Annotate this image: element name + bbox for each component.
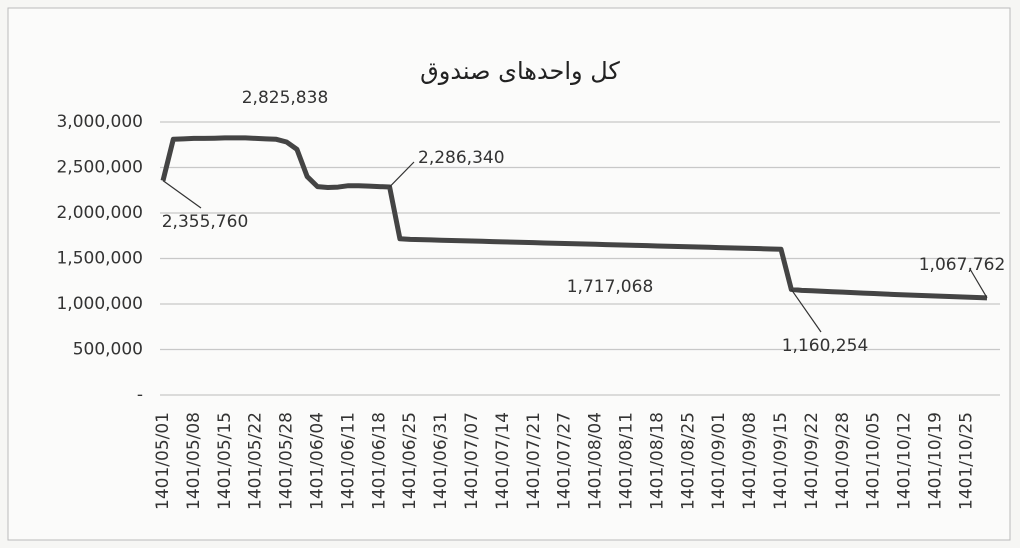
leader-line	[162, 180, 202, 209]
x-tick-label: 1401/10/19	[926, 412, 946, 510]
x-tick-label: 1401/06/31	[431, 412, 451, 510]
x-tick-label: 1401/06/04	[308, 412, 328, 510]
y-tick-label: 500,000	[73, 340, 143, 360]
x-tick-label: 1401/05/08	[184, 412, 204, 510]
x-tick-label: 1401/07/27	[555, 412, 575, 510]
y-tick-label: 1,500,000	[56, 249, 143, 269]
chart-title: کل واحدهای صندوق	[420, 57, 620, 85]
data-label: 1,717,068	[567, 277, 654, 297]
y-tick-label: 2,000,000	[56, 203, 143, 223]
leader-line	[389, 161, 415, 188]
x-tick-label: 1401/08/04	[586, 412, 606, 510]
x-tick-label: 1401/06/18	[369, 412, 389, 510]
x-tick-label: 1401/06/11	[338, 412, 358, 510]
x-tick-label: 1401/08/11	[617, 412, 637, 510]
y-tick-label: -	[137, 385, 143, 405]
x-tick-label: 1401/05/22	[246, 412, 266, 510]
x-tick-label: 1401/09/28	[833, 412, 853, 510]
x-tick-label: 1401/10/25	[956, 412, 976, 510]
x-tick-label: 1401/08/18	[647, 412, 667, 510]
x-tick-label: 1401/09/08	[740, 412, 760, 510]
x-tick-label: 1401/05/15	[215, 412, 235, 510]
x-tick-label: 1401/09/01	[709, 412, 729, 510]
x-tick-label: 1401/09/22	[802, 412, 822, 510]
leader-line	[790, 289, 822, 333]
y-tick-label: 2,500,000	[56, 158, 143, 178]
x-tick-label: 1401/07/07	[462, 412, 482, 510]
data-label: 1,160,254	[782, 336, 869, 356]
data-label: 2,825,838	[242, 88, 329, 108]
x-tick-label: 1401/07/14	[493, 412, 513, 510]
x-tick-label: 1401/09/15	[771, 412, 791, 510]
leader-line	[969, 268, 988, 299]
chart-frame	[7, 7, 1011, 541]
data-label: 2,355,760	[162, 212, 249, 232]
x-tick-label: 1401/05/01	[153, 412, 173, 510]
data-label: 2,286,340	[418, 148, 505, 168]
x-tick-label: 1401/08/25	[678, 412, 698, 510]
x-tick-label: 1401/05/28	[277, 412, 297, 510]
x-tick-label: 1401/07/21	[524, 412, 544, 510]
data-line	[160, 135, 988, 301]
y-tick-label: 3,000,000	[56, 112, 143, 132]
y-tick-label: 1,000,000	[56, 294, 143, 314]
x-tick-label: 1401/10/12	[895, 412, 915, 510]
x-tick-label: 1401/06/25	[400, 412, 420, 510]
data-label: 1,067,762	[919, 255, 1006, 275]
x-tick-label: 1401/10/05	[864, 412, 884, 510]
